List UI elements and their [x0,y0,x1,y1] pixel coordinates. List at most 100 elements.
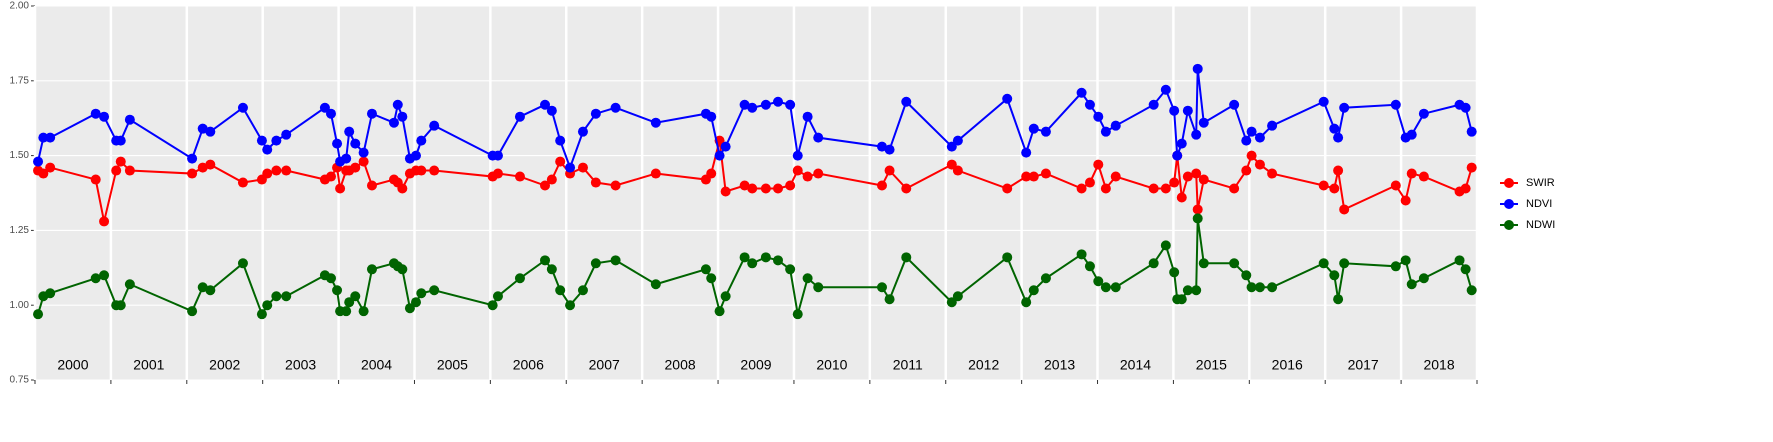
point [350,138,361,149]
point [1182,105,1193,116]
point [388,117,399,128]
series-line [37,68,1473,171]
point [650,168,661,179]
point [1021,297,1032,308]
point [1191,285,1202,296]
point [1246,282,1257,293]
point [514,273,525,284]
year-label: 2004 [361,357,392,373]
point [590,108,601,119]
point [1229,258,1240,269]
point [650,279,661,290]
point [1093,159,1104,170]
point [38,168,49,179]
point [792,165,803,176]
year-label: 2008 [665,357,696,373]
point [876,282,887,293]
point [416,288,427,299]
point [1267,120,1278,131]
year-label: 2010 [816,357,847,373]
point [785,180,796,191]
year-label: 2006 [513,357,544,373]
point [1182,171,1193,182]
point [1466,285,1477,296]
point [565,162,576,173]
point [33,309,44,320]
point [1246,126,1257,137]
point [187,153,198,164]
point [1318,258,1329,269]
point [884,144,895,155]
point [262,168,273,179]
point [1418,108,1429,119]
point [341,306,352,317]
year-label: 2005 [437,357,468,373]
point [1148,183,1159,194]
point [747,102,758,113]
point [792,150,803,161]
year-label: 2002 [209,357,240,373]
point [115,300,126,311]
point [1084,261,1095,272]
point [1418,171,1429,182]
point [1148,99,1159,110]
point [1254,132,1265,143]
point [1339,204,1350,215]
point [1040,126,1051,137]
point [416,165,427,176]
point [271,291,282,302]
point [952,135,963,146]
legend-label: NDWI [1526,219,1555,231]
point [1339,102,1350,113]
point [884,294,895,305]
point [1390,261,1401,272]
y-tick-label: 1.75 [10,75,30,86]
year-label: 2013 [1044,357,1075,373]
point [256,135,267,146]
point [397,183,408,194]
point [1329,270,1340,281]
point [1198,174,1209,185]
point [714,306,725,317]
point [610,102,621,113]
point [1100,282,1111,293]
point [33,156,44,167]
point [802,111,813,122]
point [256,309,267,320]
point [1333,132,1344,143]
point [1229,99,1240,110]
point [802,273,813,284]
point [876,141,887,152]
point [1192,204,1203,215]
point [1148,258,1159,269]
point [187,168,198,179]
point [1333,294,1344,305]
point [700,264,711,275]
point [952,291,963,302]
point [1093,111,1104,122]
point [237,258,248,269]
point [416,135,427,146]
legend-point [1504,178,1514,188]
point [366,180,377,191]
point [577,126,588,137]
point [739,252,750,263]
point [281,165,292,176]
y-tick-label: 0.75 [10,375,30,386]
point [1176,138,1187,149]
point [1110,282,1121,293]
point [45,162,56,173]
point [546,174,557,185]
point [565,300,576,311]
point [1406,129,1417,140]
point [366,108,377,119]
point [760,183,771,194]
point [332,285,343,296]
point [546,105,557,116]
point [1267,282,1278,293]
point [1160,84,1171,95]
point [325,108,336,119]
point [1076,183,1087,194]
point [492,291,503,302]
